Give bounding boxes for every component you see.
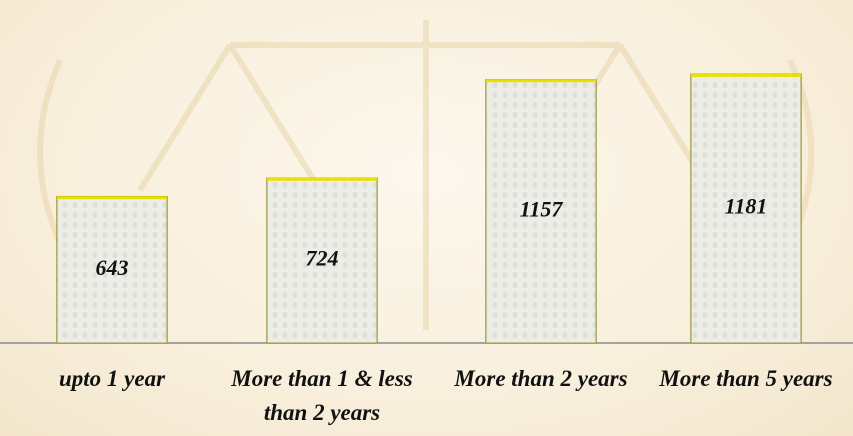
x-tick-label: More than 5 years bbox=[641, 362, 851, 396]
value-label: 1157 bbox=[520, 196, 564, 221]
page: 64372411571181 (() => { const data = JSO… bbox=[0, 0, 853, 436]
x-tick-label: More than 2 years bbox=[436, 362, 646, 396]
x-tick-label: More than 1 & less than 2 years bbox=[217, 362, 427, 430]
x-tick-label: upto 1 year bbox=[7, 362, 217, 396]
value-label: 724 bbox=[306, 246, 339, 271]
value-label: 643 bbox=[96, 255, 129, 280]
value-label: 1181 bbox=[725, 194, 768, 219]
